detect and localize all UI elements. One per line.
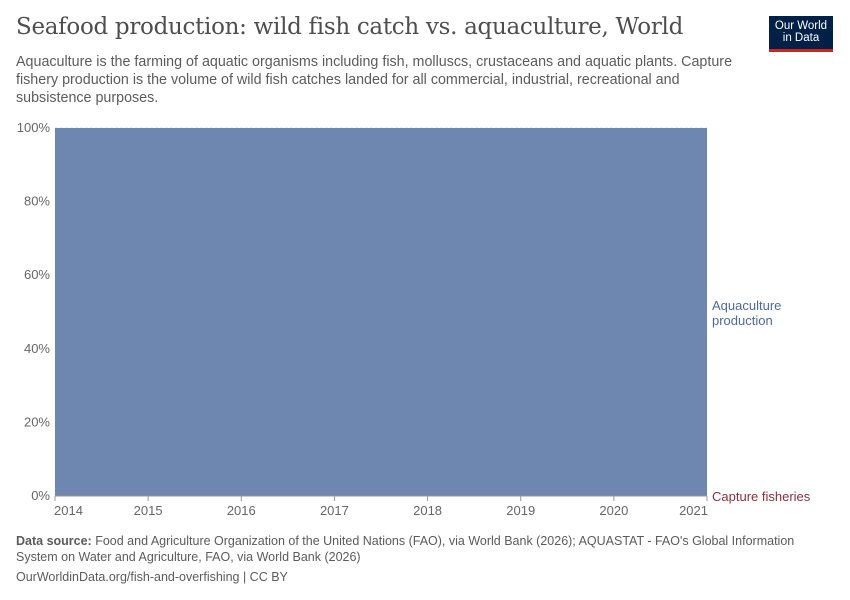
x-tick-label: 2019: [506, 503, 535, 518]
y-tick-label: 100%: [17, 120, 51, 135]
legend-aquaculture: Aquaculture production: [712, 298, 781, 328]
x-tick-label: 2018: [413, 503, 442, 518]
data-source: Data source: Food and Agriculture Organi…: [16, 533, 826, 565]
chart-title: Seafood production: wild fish catch vs. …: [16, 14, 684, 40]
owid-logo[interactable]: Our World in Data: [769, 16, 833, 52]
y-tick-label: 20%: [24, 414, 50, 429]
y-tick-label: 0%: [31, 488, 50, 503]
legend-capture-fisheries: Capture fisheries: [712, 489, 811, 504]
x-tick-label: 2017: [320, 503, 349, 518]
x-tick-label: 2016: [227, 503, 256, 518]
x-tick-label: 2014: [54, 503, 83, 518]
y-tick-label: 80%: [24, 194, 50, 209]
y-tick-label: 60%: [24, 267, 50, 282]
area-aquaculture-production: [55, 128, 707, 496]
source-label: Data source:: [16, 534, 92, 548]
source-text: Food and Agriculture Organization of the…: [16, 534, 795, 564]
x-tick-label: 2015: [134, 503, 163, 518]
chart-subtitle: Aquaculture is the farming of aquatic or…: [16, 54, 733, 106]
y-tick-label: 40%: [24, 341, 50, 356]
x-tick-label: 2020: [599, 503, 628, 518]
x-tick-label: 2021: [679, 503, 708, 518]
footer-url[interactable]: OurWorldinData.org/fish-and-overfishing …: [16, 570, 288, 584]
